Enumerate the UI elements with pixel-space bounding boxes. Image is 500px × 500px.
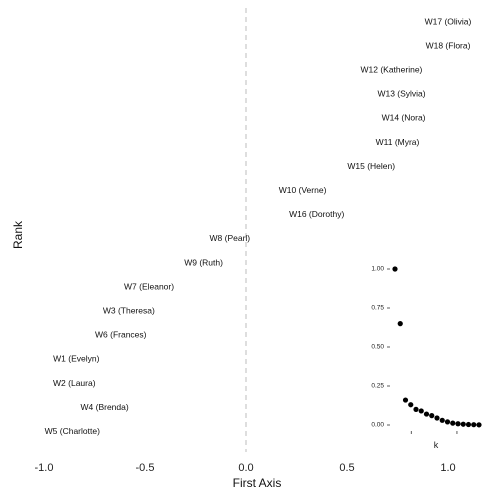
- inset-y-tick-label: 0.50: [371, 344, 384, 351]
- inset-y-tick-label: 0.75: [371, 305, 384, 312]
- inset-point: [439, 417, 445, 423]
- inset-x-axis-title: k: [434, 440, 439, 450]
- point-label: W8 (Pearl): [210, 233, 251, 243]
- inset-point: [413, 406, 419, 412]
- inset-point: [471, 422, 477, 428]
- point-label: W9 (Ruth): [184, 257, 223, 267]
- inset-point: [423, 411, 430, 417]
- inset-point: [450, 420, 456, 426]
- point-label: W10 (Verne): [279, 185, 327, 195]
- inset-y-tick-label: 1.00: [371, 266, 384, 273]
- inset-y-tick-label: 0.00: [371, 422, 384, 429]
- point-label: W7 (Eleanor): [124, 281, 174, 291]
- inset-point: [444, 419, 451, 425]
- inset-point: [429, 413, 435, 419]
- point-label: W12 (Katherine): [360, 64, 422, 74]
- x-tick-label: 0.0: [238, 462, 253, 474]
- x-tick-label: -1.0: [35, 462, 54, 474]
- x-tick-label: 0.5: [339, 462, 354, 474]
- inset-point: [460, 421, 466, 427]
- inset-y-tick-label: 0.25: [371, 383, 384, 390]
- inset-point: [476, 422, 482, 428]
- x-axis-ticks: -1.0 -0.5 0.0 0.5 1.0: [35, 462, 456, 474]
- y-axis-title: Rank: [11, 220, 25, 249]
- point-label: W16 (Dorothy): [289, 209, 344, 219]
- inset-x-axis-ticks: [410, 431, 458, 434]
- point-labels-group: W17 (Olivia) W18 (Flora) W12 (Katherine) W1…: [45, 16, 472, 436]
- point-label: W11 (Myra): [376, 137, 420, 147]
- x-tick-label: -0.5: [136, 462, 155, 474]
- point-label: W4 (Brenda): [81, 402, 129, 412]
- x-tick-label: 1.0: [440, 462, 455, 474]
- point-label: W17 (Olivia): [425, 16, 472, 26]
- point-label: W13 (Sylvia): [377, 89, 425, 99]
- point-label: W18 (Flora): [426, 40, 471, 50]
- x-axis-title: First Axis: [233, 476, 282, 490]
- inset-point: [465, 421, 472, 428]
- inset-y-axis-ticks: 0.00 0.25 0.50 0.75 1.00: [371, 266, 390, 429]
- inset-point: [408, 402, 414, 408]
- point-label: W6 (Frances): [95, 330, 147, 340]
- inset-point: [392, 266, 398, 272]
- inset-chart: 0.00 0.25 0.50 0.75 1.00 k: [371, 266, 482, 450]
- inset-point: [418, 408, 424, 414]
- point-label: W3 (Theresa): [103, 305, 155, 315]
- inset-point: [455, 421, 461, 427]
- inset-point: [402, 397, 409, 403]
- point-label: W1 (Evelyn): [53, 354, 99, 364]
- point-label: W15 (Helen): [347, 161, 395, 171]
- inset-point: [434, 415, 440, 421]
- inset-points-group: [392, 266, 482, 428]
- point-label: W2 (Laura): [53, 378, 96, 388]
- point-label: W5 (Charlotte): [45, 426, 100, 436]
- point-label: W14 (Nora): [382, 113, 426, 123]
- inset-point: [397, 321, 403, 327]
